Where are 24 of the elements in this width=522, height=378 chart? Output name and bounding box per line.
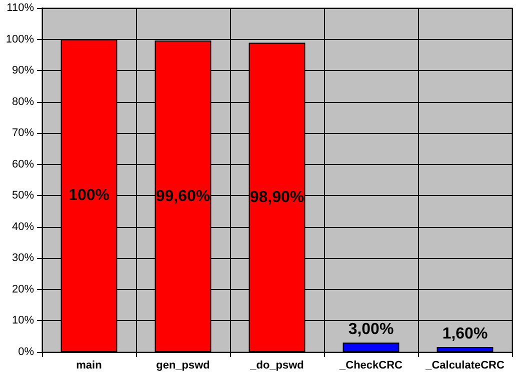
- x-tick-label: gen_pswd: [156, 360, 210, 372]
- y-tick-label: 90%: [12, 64, 34, 77]
- y-tick-label: 20%: [12, 283, 34, 296]
- y-tick-label: 10%: [12, 314, 34, 327]
- y-tick-label: 100%: [6, 33, 34, 46]
- data-label: 3,00%: [348, 321, 394, 338]
- data-label: 100%: [68, 187, 110, 204]
- data-label: 98,90%: [250, 188, 304, 206]
- x-tick-label: _do_pswd: [249, 360, 304, 372]
- x-tick-label: _CheckCRC: [338, 360, 403, 372]
- y-tick-label: 30%: [12, 252, 34, 264]
- y-tick-label: 50%: [12, 190, 34, 202]
- x-tick-label: main: [76, 360, 102, 372]
- data-label: 99,60%: [156, 188, 210, 205]
- y-tick-label: 70%: [12, 127, 34, 140]
- bar: [342, 342, 400, 352]
- data-label: 1,60%: [442, 325, 488, 342]
- y-tick-label: 40%: [12, 220, 34, 233]
- bar: [436, 346, 494, 352]
- x-tick-label: _CalculateCRC: [424, 360, 504, 372]
- y-tick-label: 110%: [6, 2, 34, 14]
- y-tick-label: 80%: [12, 96, 34, 108]
- y-tick-label: 0%: [18, 346, 34, 358]
- y-tick-label: 60%: [12, 158, 34, 170]
